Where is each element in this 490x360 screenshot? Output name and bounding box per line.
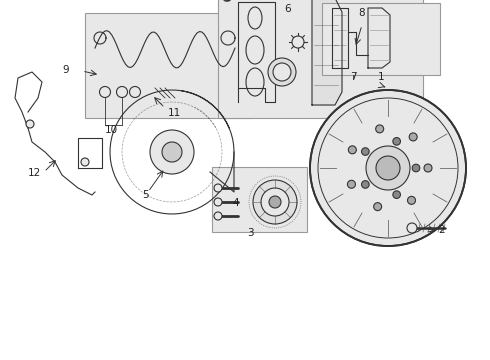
Text: 8: 8 (358, 8, 365, 18)
Text: 10: 10 (105, 125, 118, 135)
Text: 1: 1 (378, 72, 385, 82)
Circle shape (261, 188, 289, 216)
Bar (85, 13, 250, 118)
Text: 2: 2 (438, 225, 444, 235)
Circle shape (374, 203, 382, 211)
Polygon shape (312, 0, 342, 105)
Text: 7: 7 (350, 72, 356, 82)
Circle shape (348, 146, 356, 154)
Circle shape (376, 125, 384, 133)
Circle shape (225, 0, 231, 1)
Circle shape (214, 212, 222, 220)
Circle shape (162, 142, 182, 162)
Circle shape (408, 196, 416, 204)
Bar (212, 167, 307, 232)
Text: 5: 5 (142, 190, 148, 200)
Text: 4: 4 (232, 198, 239, 208)
Circle shape (117, 86, 127, 98)
Circle shape (253, 180, 297, 224)
Circle shape (366, 146, 410, 190)
Circle shape (214, 198, 222, 206)
Circle shape (129, 86, 141, 98)
Circle shape (269, 196, 281, 208)
Ellipse shape (246, 36, 264, 64)
Circle shape (292, 36, 304, 48)
Ellipse shape (224, 0, 232, 1)
Circle shape (424, 164, 432, 172)
Circle shape (409, 133, 417, 141)
Circle shape (376, 156, 400, 180)
Text: 11: 11 (168, 108, 181, 118)
Text: 9: 9 (62, 65, 69, 75)
Circle shape (407, 223, 417, 233)
Polygon shape (368, 8, 390, 68)
Circle shape (310, 90, 466, 246)
Circle shape (99, 86, 111, 98)
Ellipse shape (246, 68, 264, 96)
Circle shape (268, 58, 296, 86)
Bar (218, 0, 423, 118)
Circle shape (81, 158, 89, 166)
Circle shape (412, 164, 420, 172)
Circle shape (347, 180, 355, 188)
Text: 12: 12 (28, 168, 41, 178)
Circle shape (393, 138, 400, 145)
Circle shape (214, 184, 222, 192)
Ellipse shape (248, 7, 262, 29)
Circle shape (362, 148, 369, 156)
Circle shape (393, 191, 400, 198)
Text: 3: 3 (246, 228, 253, 238)
Text: 6: 6 (285, 4, 292, 14)
Circle shape (150, 130, 194, 174)
Circle shape (273, 63, 291, 81)
Circle shape (26, 120, 34, 128)
Circle shape (362, 181, 369, 188)
Bar (322, 3, 440, 75)
